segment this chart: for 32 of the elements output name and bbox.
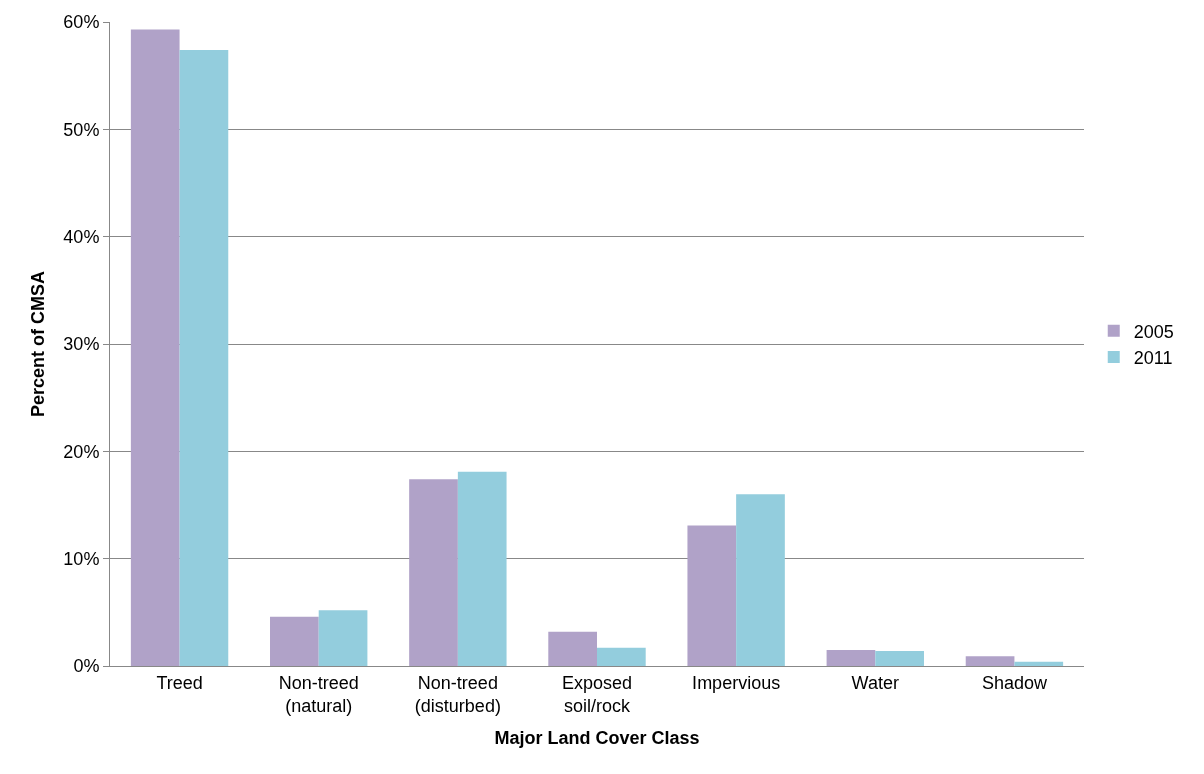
bar xyxy=(965,656,1015,666)
y-tick-label: 50% xyxy=(63,119,100,140)
x-axis-title: Major Land Cover Class xyxy=(494,728,700,749)
bar xyxy=(826,649,876,666)
bar xyxy=(687,525,737,666)
bar xyxy=(457,471,507,666)
y-tick-label: 40% xyxy=(63,226,100,247)
legend-label: 2011 xyxy=(1133,348,1173,369)
bar xyxy=(318,610,368,666)
y-tick-label: 30% xyxy=(63,334,100,355)
bar xyxy=(270,616,319,666)
x-tick-label: Treed xyxy=(156,672,203,693)
x-tick-label: Shadow xyxy=(981,672,1048,693)
bar xyxy=(548,631,597,666)
x-tick-label: Non-treed (disturbed) xyxy=(414,672,501,716)
y-tick-label: 20% xyxy=(63,441,100,462)
bar xyxy=(1014,661,1064,666)
x-tick-label: Water xyxy=(851,672,899,693)
bar xyxy=(130,29,180,666)
y-axis-title: Percent of CMSA xyxy=(27,270,48,418)
bar xyxy=(409,479,458,666)
bar xyxy=(875,650,924,666)
x-tick-label: Impervious xyxy=(692,672,781,693)
y-tick-label: 60% xyxy=(63,12,100,33)
bar xyxy=(179,49,229,666)
x-tick-label: Non-treed (natural) xyxy=(278,672,359,716)
bar xyxy=(597,647,646,666)
legend-label: 2005 xyxy=(1133,321,1174,342)
x-tick-label: Exposed soil/rock xyxy=(561,672,633,716)
bar xyxy=(736,494,785,666)
y-tick-label: 0% xyxy=(73,656,100,677)
y-tick-label: 10% xyxy=(63,548,100,569)
